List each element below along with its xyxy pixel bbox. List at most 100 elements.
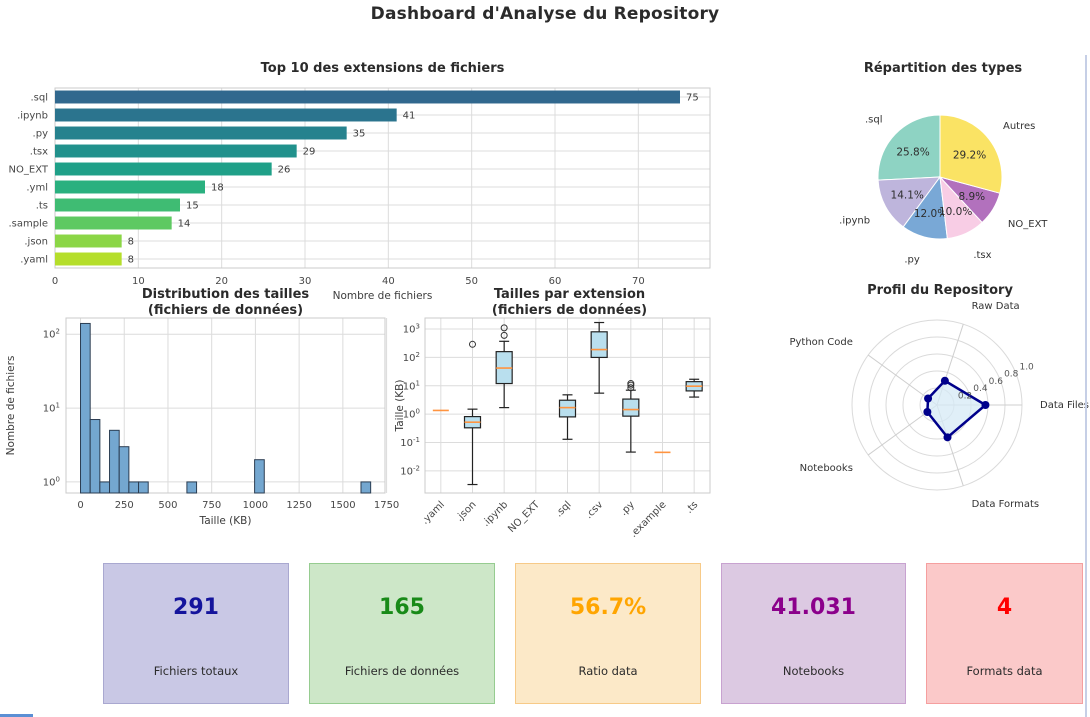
x-tick-label: .py (618, 499, 637, 518)
stat-label: Formats data (966, 664, 1043, 678)
stat-card-formats-data: 4 Formats data (926, 563, 1083, 704)
chart-title: Profil du Repository (867, 283, 1013, 298)
histogram-panel: 100 101 102 0 250 500 750 1000 1250 1500 1750 Taill… (0, 283, 400, 535)
outlier (469, 340, 476, 348)
x-tick-label: 0 (77, 500, 83, 511)
x-axis-label: Taille (KB) (199, 515, 252, 527)
bar-.ipynb (55, 108, 397, 122)
pie-slice-Autres (939, 114, 1003, 194)
bar-NO_EXT (55, 162, 272, 176)
bar-.ts (55, 198, 180, 212)
stat-value: 4 (996, 595, 1013, 620)
radar-polygon (926, 379, 987, 439)
y-tick-label: .ipynb (17, 111, 48, 122)
chart-title: Répartition des types (864, 61, 1023, 76)
x-tick-label: .ipynb (481, 499, 511, 529)
x-tick-label: 250 (115, 500, 134, 511)
bar-value-label: 15 (186, 201, 199, 212)
pie-pct-label: 25.8% (896, 146, 929, 158)
outlier (627, 380, 635, 388)
x-tick-label: 10 (132, 276, 145, 287)
x-tick-label: 0 (52, 276, 58, 287)
x-tick-label: 70 (632, 276, 645, 287)
y-tick-label: .tsx (30, 147, 48, 158)
radar-r-tick-label: 0.4 (973, 384, 988, 394)
corner-accent-line (0, 714, 33, 717)
radar-axis-label: Python Code (790, 337, 853, 348)
pie-label: .tsx (973, 250, 991, 261)
hist-bar (99, 481, 111, 494)
pie-label: Autres (1003, 121, 1035, 132)
profile-radar-chart: Data Files Raw Data Python Code Notebooks Da… (789, 283, 1089, 510)
radar-r-tick-label: 0.8 (1004, 370, 1019, 380)
boxplot-panel: 10-2 10-1 100 101 102 103 .yaml .json .ipynb NO_E… (393, 283, 725, 547)
axes-frame (424, 317, 711, 494)
y-tick-label: 101 (43, 402, 60, 415)
stat-value: 41.031 (771, 595, 856, 620)
bar-value-label: 29 (303, 147, 316, 158)
pie-label: .sql (865, 114, 883, 125)
y-tick-label: .yaml (20, 255, 48, 266)
size-histogram-chart: 100 101 102 0 250 500 750 1000 1250 1500 1750 Taill… (5, 287, 399, 527)
radar-point (943, 433, 952, 442)
bar-.py (55, 126, 347, 140)
stat-card-data-files: 165 Fichiers de données (309, 563, 495, 704)
bar-value-label: 26 (278, 165, 291, 176)
y-tick-label: .sql (30, 93, 48, 104)
y-tick-label: 102 (403, 351, 420, 364)
radar-point (923, 407, 932, 416)
hist-bar (254, 459, 265, 494)
y-tick-label: .ts (36, 201, 48, 212)
bar-.sql (55, 90, 680, 104)
pie-slice-.sql (877, 114, 941, 181)
extensions-bar-chart: 75 .sql 41 .ipynb 35 .py 29 .tsx 26 NO_EXT 18 .yml 1… (8, 61, 711, 302)
x-tick-label: 1500 (330, 500, 355, 511)
x-tick-label: 50 (465, 276, 478, 287)
axes-frame (54, 87, 711, 269)
y-tick-label: 102 (43, 328, 60, 341)
box-.sql (558, 399, 577, 418)
bar-chart-panel: 75 .sql 41 .ipynb 35 .py 29 .tsx 26 NO_EXT 18 .yml 1… (0, 55, 725, 302)
x-tick-label: 40 (382, 276, 395, 287)
pie-pct-label: 10.0% (939, 206, 972, 218)
chart-title: (fichiers de données) (148, 303, 303, 318)
pie-chart-panel: .sql 25.8% .ipynb 14.1% .py 12.0% .tsx 10.0% NO_… (793, 55, 1090, 283)
x-tick-label: 1000 (243, 500, 268, 511)
y-tick-label: 103 (403, 323, 420, 336)
stat-card-notebooks: 41.031 Notebooks (721, 563, 906, 704)
x-tick-label: 60 (549, 276, 562, 287)
bar-value-label: 18 (211, 183, 224, 194)
pie-label: NO_EXT (1008, 219, 1048, 230)
bar-.yaml (55, 252, 122, 266)
stat-label: Ratio data (578, 664, 638, 678)
hist-bar (360, 481, 372, 494)
pie-label: .py (904, 255, 920, 266)
radar-point (924, 394, 933, 403)
y-tick-label: .py (33, 129, 49, 140)
stat-value: 291 (173, 595, 219, 620)
radar-r-tick-label: 0.6 (989, 377, 1004, 387)
box-.py (622, 398, 640, 417)
pie-pct-label: 29.2% (953, 149, 986, 161)
stat-card-total-files: 291 Fichiers totaux (103, 563, 289, 704)
x-tick-label: .sql (553, 499, 573, 519)
stat-card-ratio-data: 56.7% Ratio data (515, 563, 701, 704)
x-tick-label: 1250 (286, 500, 311, 511)
y-tick-label: .yml (26, 183, 48, 194)
pie-pct-label: 8.9% (958, 191, 985, 203)
page-title: Dashboard d'Analyse du Repository (370, 4, 720, 24)
outlier (500, 331, 508, 339)
radar-r-tick-label: 1.0 (1019, 363, 1034, 373)
page-edge-line (1085, 55, 1087, 717)
y-tick-label: NO_EXT (9, 165, 49, 176)
bar-value-label: 14 (178, 219, 191, 230)
chart-title: (fichiers de données) (492, 303, 647, 318)
radar-axis-label: Data Files (1040, 400, 1089, 411)
stat-label: Fichiers de données (344, 664, 460, 678)
bar-.json (55, 234, 122, 248)
stat-label: Notebooks (782, 664, 845, 678)
bar-value-label: 35 (353, 129, 366, 140)
chart-title: Top 10 des extensions de fichiers (261, 61, 505, 76)
hist-bar (128, 481, 140, 494)
